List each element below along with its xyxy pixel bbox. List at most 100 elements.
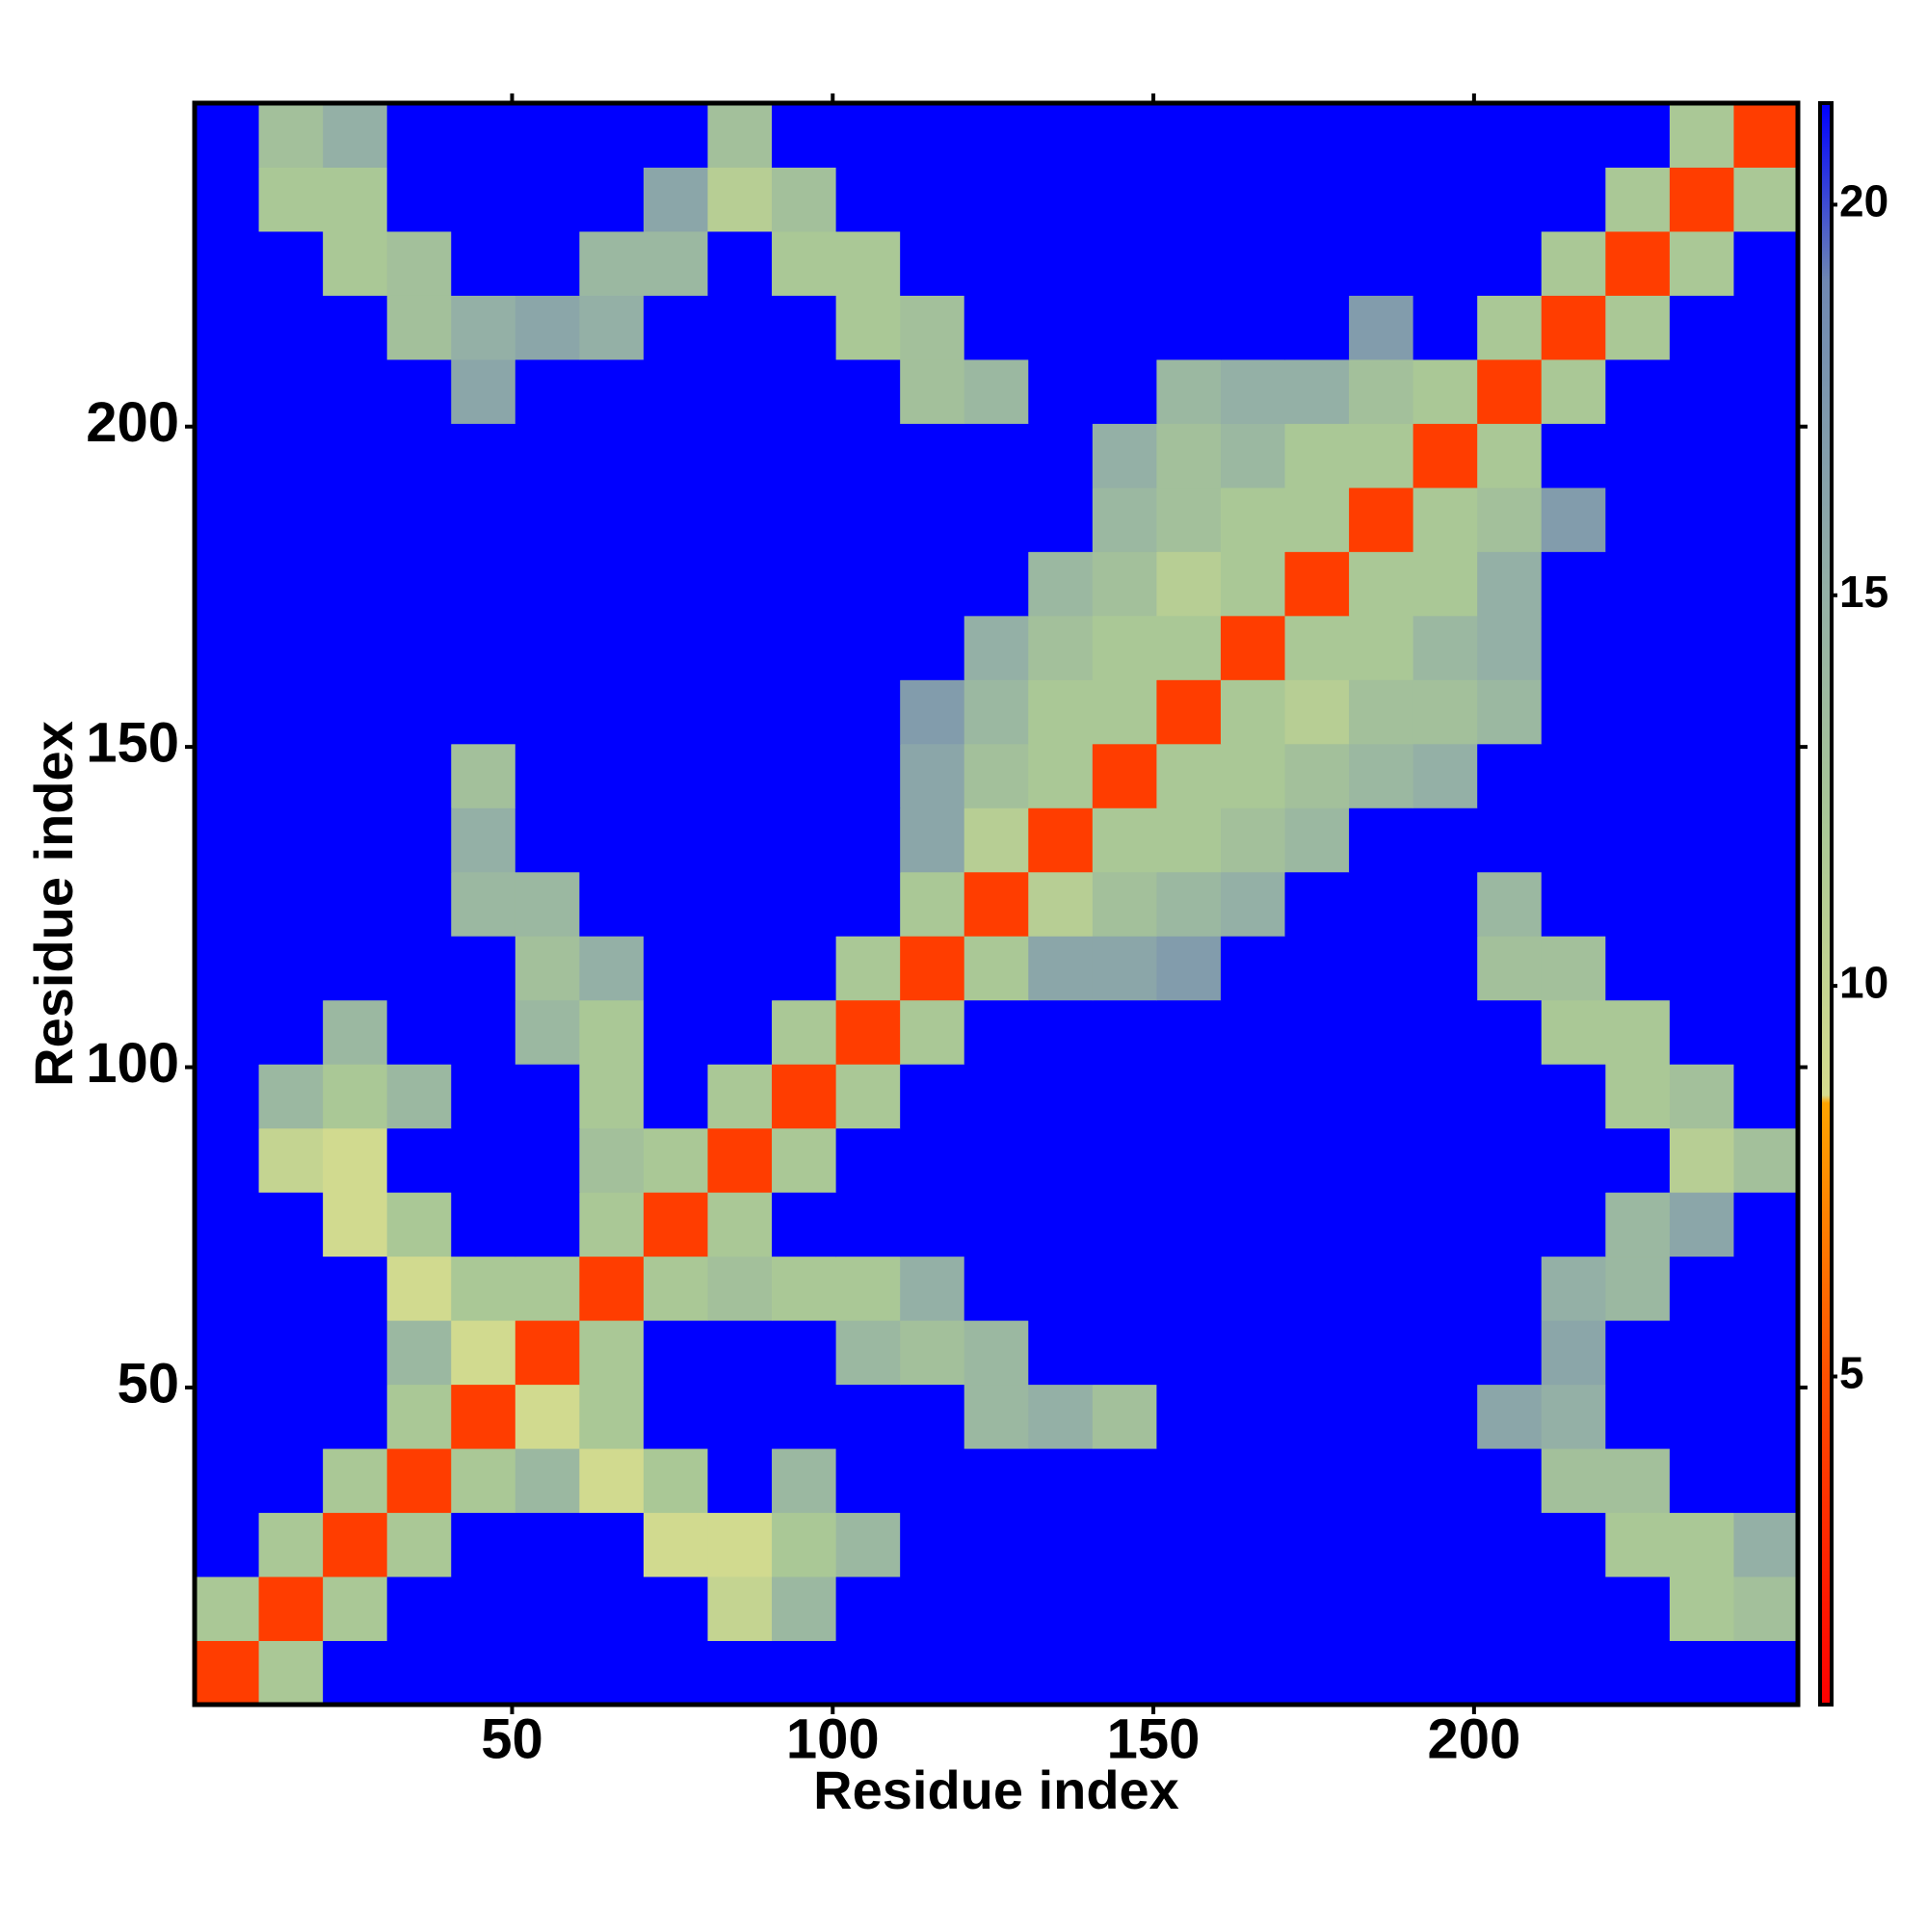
heatmap-cell	[1733, 230, 1799, 296]
heatmap-cell	[386, 936, 452, 1001]
x-tick-label: 100	[786, 1707, 880, 1770]
heatmap-cell	[1605, 167, 1671, 232]
heatmap-cell	[195, 1640, 260, 1706]
heatmap-cell	[579, 1640, 645, 1706]
heatmap-cell	[1669, 487, 1734, 552]
heatmap-cell	[579, 807, 645, 873]
heatmap-cell	[707, 615, 773, 680]
heatmap-cell	[1669, 1320, 1734, 1386]
heatmap-cell	[1156, 551, 1222, 617]
heatmap-cell	[772, 167, 837, 232]
heatmap-cell	[964, 743, 1029, 808]
heatmap-cell	[1028, 1512, 1094, 1577]
heatmap-cell	[451, 1448, 516, 1514]
x-tick-label: 200	[1427, 1707, 1520, 1770]
heatmap-cell	[772, 999, 837, 1065]
heatmap-cell	[900, 1320, 965, 1386]
heatmap-cell	[1220, 551, 1286, 617]
heatmap-cell	[451, 743, 516, 808]
heatmap-cell	[964, 295, 1029, 360]
heatmap-cell	[515, 615, 580, 680]
heatmap-cell	[1284, 1640, 1350, 1706]
heatmap-cell	[451, 1192, 516, 1257]
heatmap-cell	[1092, 1192, 1157, 1257]
heatmap-cell	[1477, 1576, 1543, 1642]
heatmap-cell	[323, 807, 388, 873]
heatmap-cell	[258, 295, 324, 360]
heatmap-cell	[1284, 103, 1350, 168]
heatmap-cell	[772, 1127, 837, 1193]
heatmap-cell	[258, 807, 324, 873]
heatmap-cell	[1605, 1192, 1671, 1257]
heatmap-cell	[964, 487, 1029, 552]
heatmap-cell	[1349, 679, 1414, 745]
heatmap-cell	[643, 1384, 708, 1449]
heatmap-cell	[1284, 871, 1350, 937]
heatmap-cell	[707, 1384, 773, 1449]
heatmap-cell	[964, 679, 1029, 745]
heatmap-cell	[579, 743, 645, 808]
heatmap-cell	[1220, 1384, 1286, 1449]
heatmap-cell	[1284, 1384, 1350, 1449]
heatmap-cell	[1156, 1448, 1222, 1514]
heatmap-cell	[195, 936, 260, 1001]
heatmap-cell	[1220, 871, 1286, 937]
heatmap-cell	[1349, 615, 1414, 680]
heatmap-cell	[707, 1192, 773, 1257]
heatmap-cell	[1220, 1320, 1286, 1386]
heatmap-cell	[515, 423, 580, 489]
heatmap-cell	[835, 999, 901, 1065]
heatmap-cell	[1477, 936, 1543, 1001]
heatmap-cell	[386, 487, 452, 552]
heatmap-cell	[1220, 1640, 1286, 1706]
heatmap-cell	[1541, 1576, 1606, 1642]
heatmap-cell	[1220, 807, 1286, 873]
heatmap-cell	[258, 679, 324, 745]
heatmap-cell	[323, 551, 388, 617]
heatmap-cell	[579, 551, 645, 617]
heatmap-cell	[707, 807, 773, 873]
heatmap-cell	[1028, 358, 1094, 424]
heatmap-cell	[1669, 999, 1734, 1065]
heatmap-cell	[964, 1384, 1029, 1449]
heatmap-cell	[515, 230, 580, 296]
heatmap-cell	[643, 807, 708, 873]
heatmap-cell	[1349, 807, 1414, 873]
heatmap-cell	[386, 999, 452, 1065]
heatmap-cell	[258, 1512, 324, 1577]
heatmap-cell	[772, 487, 837, 552]
heatmap-cell	[515, 807, 580, 873]
heatmap-cell	[1349, 167, 1414, 232]
heatmap-cell	[1412, 936, 1478, 1001]
heatmap-cell	[1284, 999, 1350, 1065]
heatmap-cell	[964, 1320, 1029, 1386]
heatmap-cell	[707, 1640, 773, 1706]
heatmap-cell	[964, 358, 1029, 424]
heatmap-cell	[1605, 230, 1671, 296]
heatmap-cell	[579, 999, 645, 1065]
heatmap-cell	[772, 230, 837, 296]
heatmap-cell	[1733, 551, 1799, 617]
heatmap-cell	[1412, 167, 1478, 232]
heatmap-cell	[643, 1640, 708, 1706]
heatmap-cell	[1733, 1384, 1799, 1449]
heatmap-cell	[1669, 743, 1734, 808]
heatmap-cell	[900, 1064, 965, 1129]
heatmap-cell	[1349, 551, 1414, 617]
heatmap-cell	[195, 1320, 260, 1386]
heatmap-cell	[835, 487, 901, 552]
heatmap-cell	[1412, 679, 1478, 745]
heatmap-cell	[195, 1448, 260, 1514]
heatmap-cell	[707, 1448, 773, 1514]
heatmap-cell	[1605, 871, 1671, 937]
heatmap-cell	[1156, 295, 1222, 360]
heatmap-cell	[1220, 295, 1286, 360]
heatmap-cell	[1220, 358, 1286, 424]
heatmap-cell	[258, 1384, 324, 1449]
heatmap-cell	[1412, 295, 1478, 360]
heatmap-cell	[1669, 615, 1734, 680]
heatmap-cell	[386, 1127, 452, 1193]
heatmap-cell	[1028, 103, 1094, 168]
heatmap-cell	[323, 167, 388, 232]
heatmap-cell	[1156, 615, 1222, 680]
